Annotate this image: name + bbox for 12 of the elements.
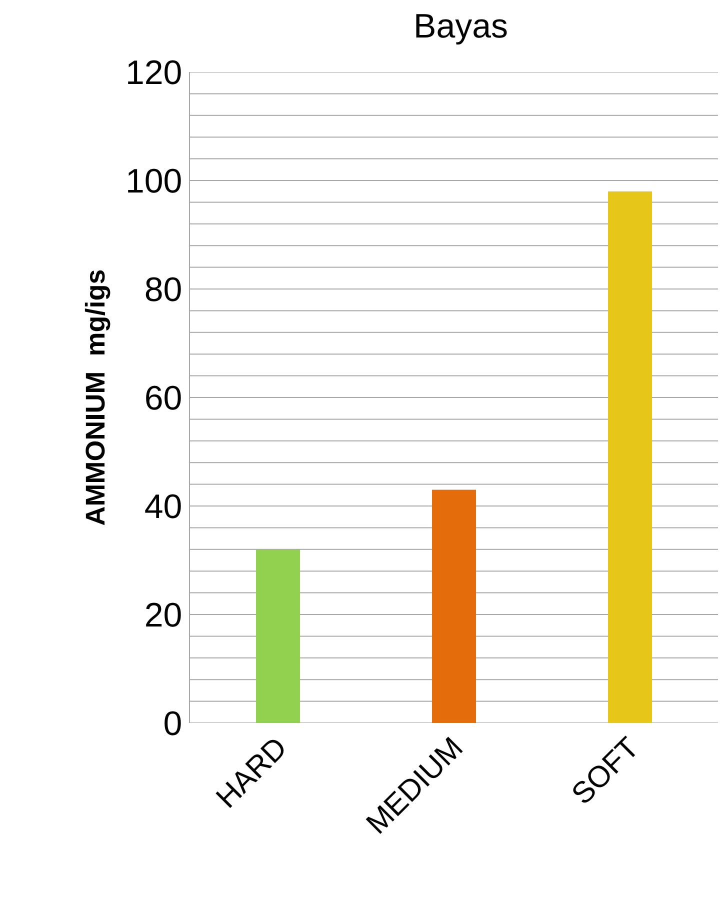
y-tick-label: 120 — [125, 54, 182, 92]
y-tick-label: 80 — [144, 270, 182, 309]
chart-title: Bayas — [414, 7, 508, 46]
y-axis-title: AMMONIUM mg/igs — [80, 269, 111, 526]
y-tick-label: 40 — [144, 488, 182, 526]
y-tick-label: 60 — [144, 379, 182, 418]
bar — [256, 549, 300, 723]
bar — [432, 490, 476, 723]
bar — [608, 191, 652, 723]
y-tick-label: 0 — [163, 704, 182, 743]
y-tick-label: 100 — [125, 162, 182, 200]
y-tick-label: 20 — [144, 596, 182, 634]
